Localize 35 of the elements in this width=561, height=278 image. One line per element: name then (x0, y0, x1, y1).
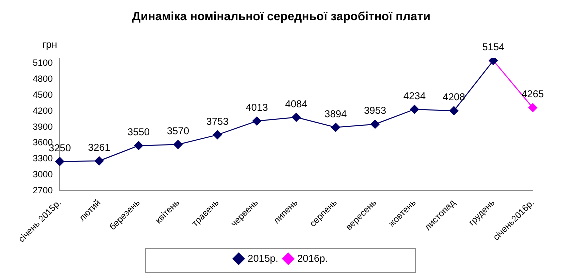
data-label: 3570 (167, 126, 190, 138)
y-tick-label: 3300 (32, 154, 54, 164)
y-tick-label: 5100 (32, 58, 54, 68)
data-label: 3953 (364, 106, 387, 118)
point (252, 116, 262, 126)
data-label: 4084 (285, 99, 308, 110)
chart-title: Динаміка номінальної середньої заробітної плати (132, 10, 431, 24)
y-tick-label: 4200 (32, 106, 54, 116)
point (292, 113, 302, 122)
point (213, 130, 222, 140)
point (331, 123, 340, 132)
point (134, 141, 144, 150)
legend-label: 2016р. (298, 254, 328, 265)
data-label: 3753 (206, 116, 230, 128)
y-tick-label: 4500 (32, 90, 54, 100)
data-label: 3261 (88, 142, 111, 154)
y-tick-label: 4800 (32, 74, 54, 84)
y-tick-label: 3000 (32, 169, 54, 180)
legend-label: 2015р. (248, 254, 279, 265)
data-label: 4234 (404, 91, 426, 102)
data-label: 3894 (324, 109, 348, 120)
y-axis-title: грн (42, 40, 58, 52)
point (94, 156, 104, 166)
data-label: 3550 (128, 128, 150, 139)
y-tick-label: 2700 (32, 185, 54, 196)
point (450, 106, 459, 116)
point (528, 103, 538, 112)
point (174, 140, 183, 150)
data-label: 4265 (522, 90, 545, 101)
data-label: 5154 (482, 42, 506, 54)
point (56, 157, 65, 166)
y-tick-label: 3900 (32, 122, 54, 132)
point (410, 105, 420, 114)
data-label: 4013 (246, 103, 269, 114)
point (370, 120, 380, 129)
